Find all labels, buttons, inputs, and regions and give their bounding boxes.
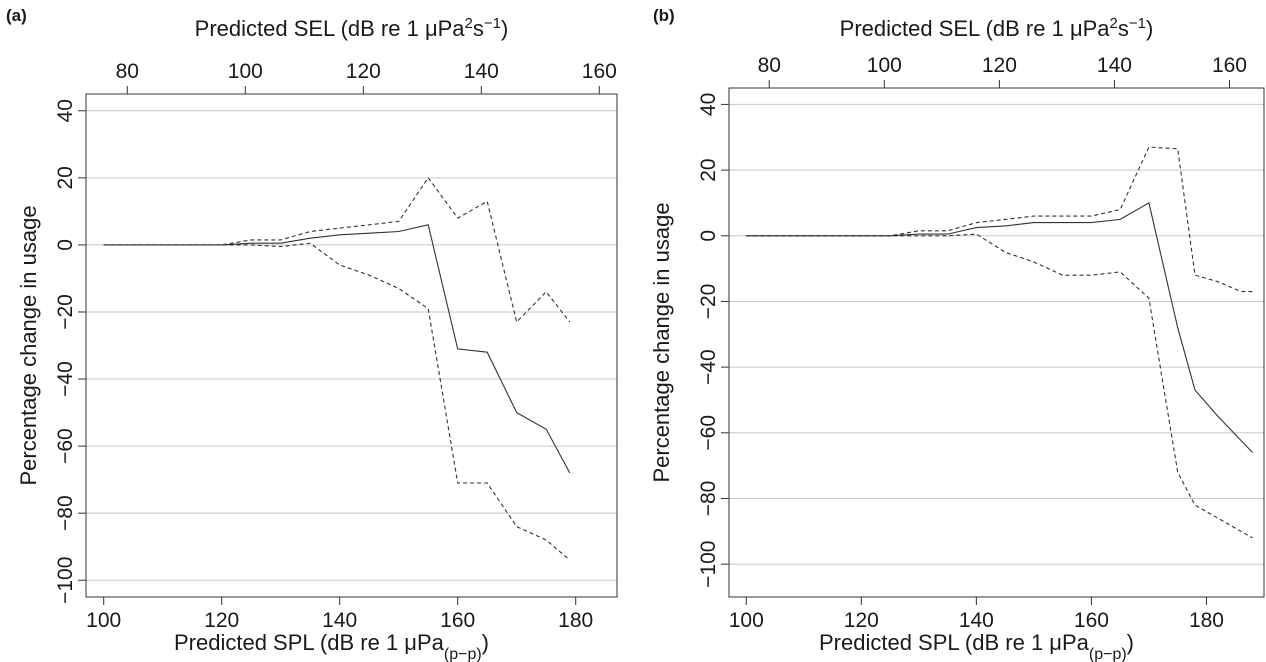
- x-tick-label: 180: [558, 609, 593, 632]
- top-x-tick-label: 120: [982, 54, 1017, 77]
- y-tick-label: −80: [697, 481, 720, 517]
- series-line-ci-1: [746, 146, 1253, 293]
- top-x-tick-label: 160: [582, 60, 617, 83]
- y-axis-title: Percentage change in usage: [649, 202, 674, 482]
- x-axis-title: Predicted SPL (dB re 1 μPa(p−p)): [819, 630, 1134, 662]
- y-tick-label: −100: [54, 557, 77, 604]
- y-tick-label: −40: [697, 349, 720, 385]
- top-x-tick-label: 140: [464, 60, 499, 83]
- x-tick-label: 160: [1074, 609, 1109, 632]
- y-tick-label: −60: [54, 428, 77, 464]
- chart-svg: 40 20 0 −20 −40 −60 −80 −100 100 120 140 160 180 80 10…: [649, 15, 1265, 662]
- chart-panel-a: (a) 40 20 0 −20 −40 −60 −80 −100 100 120 140 160 180…: [6, 6, 618, 662]
- top-x-tick-label: 160: [1212, 54, 1247, 77]
- y-tick-label: −80: [54, 495, 77, 531]
- x-tick-label: 100: [729, 609, 764, 632]
- plot-frame: [85, 93, 618, 598]
- top-x-tick-label: 80: [758, 54, 781, 77]
- chart-panel-b: (b) 40 20 0 −20 −40 −60 −80 −100 100 120 140 160 180…: [633, 0, 1266, 662]
- y-tick-label: 0: [54, 239, 77, 251]
- y-axis-title: Percentage change in usage: [16, 205, 41, 485]
- panel-label: (b): [653, 6, 675, 25]
- y-tick-label: −20: [54, 294, 77, 330]
- top-x-tick-label: 140: [1097, 54, 1132, 77]
- y-tick-label: 40: [697, 93, 720, 116]
- y-tick-label: −20: [697, 284, 720, 320]
- series-line-estimate: [746, 202, 1253, 453]
- x-tick-label: 160: [440, 609, 475, 632]
- x-tick-label: 100: [86, 609, 121, 632]
- series-line-estimate: [103, 224, 571, 474]
- series-line-ci-2: [103, 242, 571, 561]
- y-tick-label: −100: [697, 541, 720, 588]
- panel-label: (a): [6, 6, 27, 25]
- y-tick-label: 40: [54, 99, 77, 122]
- x-tick-label: 140: [322, 609, 357, 632]
- x-tick-label: 120: [204, 609, 239, 632]
- x-axis-title: Predicted SPL (dB re 1 μPa(p−p)): [174, 630, 489, 662]
- y-tick-label: 20: [697, 158, 720, 181]
- y-tick-label: −40: [54, 361, 77, 397]
- top-x-tick-label: 80: [116, 60, 139, 83]
- series-line-ci-2: [746, 233, 1253, 539]
- top-x-tick-label: 100: [228, 60, 263, 83]
- top-x-axis-title: Predicted SEL (dB re 1 μPa2s−1): [195, 15, 509, 42]
- top-x-tick-label: 120: [346, 60, 381, 83]
- y-tick-label: 0: [697, 230, 720, 242]
- y-tick-label: 20: [54, 166, 77, 189]
- top-x-tick-label: 100: [867, 54, 902, 77]
- y-tick-label: −60: [697, 415, 720, 451]
- x-tick-label: 180: [1189, 609, 1224, 632]
- chart-svg: 40 20 0 −20 −40 −60 −80 −100 100 120 140 160 180 80 10…: [16, 15, 618, 662]
- x-tick-label: 140: [959, 609, 994, 632]
- series-line-ci-1: [103, 176, 571, 324]
- x-tick-label: 120: [844, 609, 879, 632]
- top-x-axis-title: Predicted SEL (dB re 1 μPa2s−1): [840, 15, 1154, 42]
- plot-frame: [728, 87, 1265, 598]
